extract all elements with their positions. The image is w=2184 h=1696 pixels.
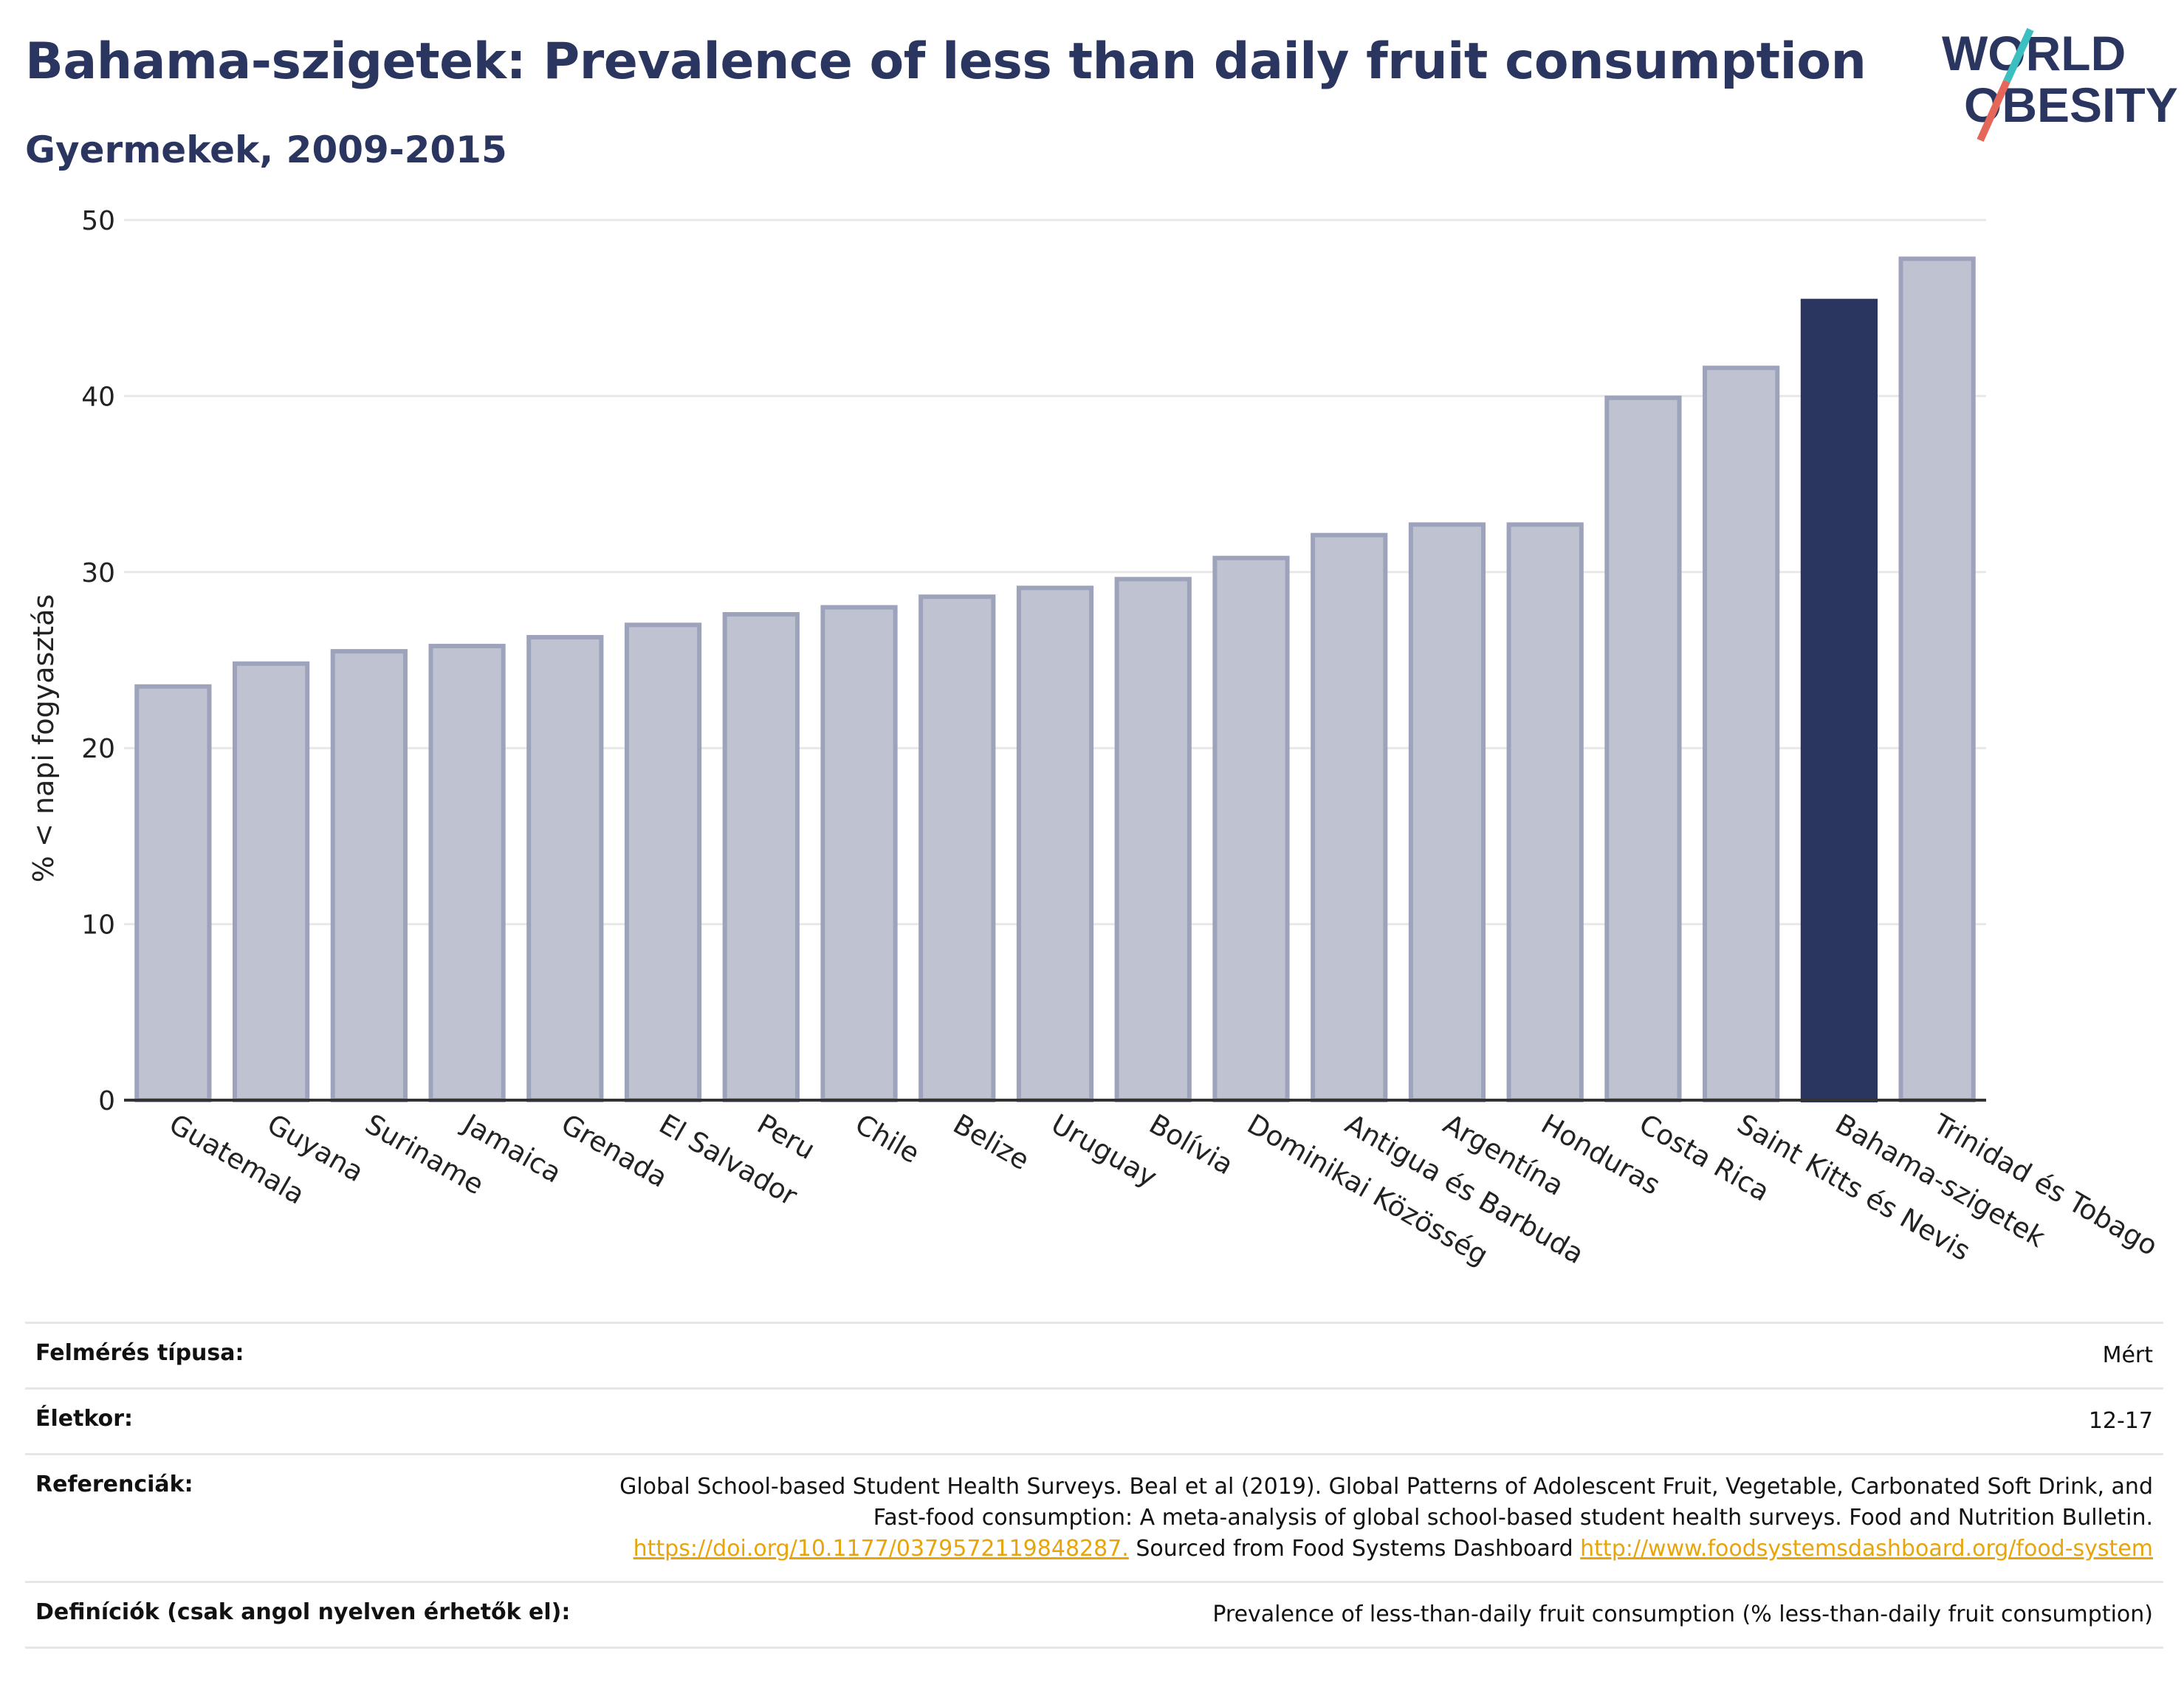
x-tick-labels: GuatemalaGuyanaSurinameJamaicaGrenadaEl …: [164, 1108, 2163, 1272]
y-axis-label: % < napi fogyasztás: [27, 594, 60, 882]
bar[interactable]: [526, 635, 604, 1102]
bar[interactable]: [428, 643, 506, 1102]
info-table: Felmérés típusa: Mért Életkor: 12-17 Ref…: [25, 1322, 2163, 1649]
y-tick-labels: 0 10 20 30 40 50: [81, 206, 115, 1116]
bar[interactable]: [722, 612, 800, 1102]
age-label: Életkor:: [35, 1406, 134, 1432]
y-tick-label: 0: [98, 1086, 115, 1116]
doi-link[interactable]: https://doi.org/10.1177/0379572119848287…: [633, 1536, 1129, 1562]
x-tick-label: Chile: [850, 1108, 925, 1170]
x-tick-label: Peru: [752, 1108, 820, 1166]
bar[interactable]: [918, 594, 996, 1102]
bar[interactable]: [624, 622, 702, 1102]
chart-subtitle: Gyermekek, 2009-2015: [25, 128, 507, 171]
logo-slash-bottom: [1977, 79, 2010, 143]
x-tick-label: Belize: [948, 1108, 1035, 1177]
bar[interactable]: [1016, 586, 1094, 1102]
age-value: 12-17: [2088, 1408, 2153, 1434]
y-tick-label: 40: [81, 382, 115, 412]
bar[interactable]: [1898, 256, 1976, 1102]
info-row-definitions: Definíciók (csak angol nyelven érhetők e…: [25, 1581, 2163, 1649]
world-obesity-logo: WORLD OBESITY: [1942, 26, 2178, 143]
bar[interactable]: [820, 605, 898, 1102]
logo-line1: WORLD: [1942, 26, 2126, 80]
bar[interactable]: [1800, 298, 1878, 1103]
bar[interactable]: [1114, 577, 1192, 1102]
bar[interactable]: [1703, 365, 1780, 1103]
bar[interactable]: [232, 661, 310, 1102]
food-systems-link[interactable]: http://www.foodsystemsdashboard.org/food…: [1580, 1536, 2153, 1562]
y-tick-label: 20: [81, 734, 115, 764]
y-tick-label: 50: [81, 206, 115, 236]
bar-chart: 0 10 20 30 40 50 GuatemalaGuyanaSurinameJamai…: [27, 206, 2163, 1272]
references-value: Global School-based Student Health Surve…: [573, 1472, 2153, 1565]
info-row-survey: Felmérés típusa: Mért: [25, 1322, 2163, 1387]
bar[interactable]: [134, 684, 212, 1102]
bar[interactable]: [1408, 522, 1486, 1102]
y-tick-label: 10: [81, 910, 115, 941]
bar[interactable]: [1506, 522, 1584, 1102]
bar[interactable]: [330, 649, 408, 1102]
definitions-value: Prevalence of less-than-daily fruit cons…: [1212, 1601, 2153, 1627]
survey-value: Mért: [2102, 1342, 2153, 1368]
references-source-text: Sourced from Food Systems Dashboard: [1128, 1536, 1581, 1562]
definitions-label: Definíciók (csak angol nyelven érhetők e…: [35, 1599, 571, 1625]
y-tick-label: 30: [81, 558, 115, 588]
references-text: Global School-based Student Health Surve…: [619, 1474, 2153, 1531]
info-row-age: Életkor: 12-17: [25, 1387, 2163, 1453]
x-tick-label: Grenada: [556, 1108, 673, 1194]
survey-label: Felmérés típusa:: [35, 1340, 244, 1366]
chart-title: Bahama-szigetek: Prevalence of less than…: [25, 32, 1867, 91]
bar[interactable]: [1212, 555, 1290, 1102]
logo-slash-top: [2003, 27, 2034, 83]
references-label: Referenciák:: [35, 1472, 193, 1497]
bar[interactable]: [1311, 532, 1388, 1102]
info-row-references: Referenciák: Global School-based Student…: [25, 1453, 2163, 1581]
x-tick-label: Uruguay: [1046, 1108, 1163, 1194]
bar[interactable]: [1604, 395, 1682, 1102]
bars: [134, 256, 1976, 1103]
